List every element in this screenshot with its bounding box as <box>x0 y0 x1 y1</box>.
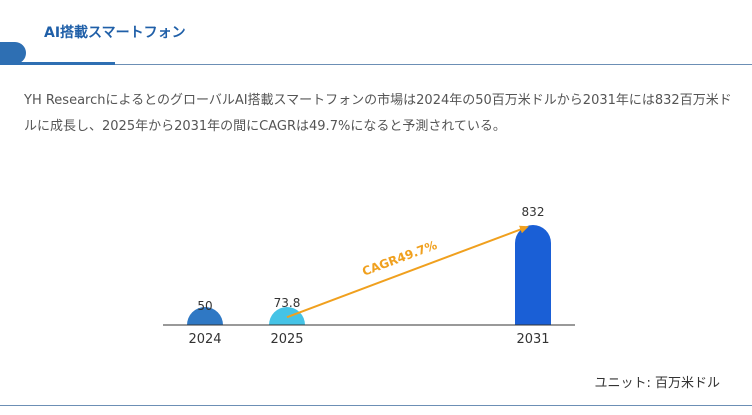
value-label-2025: 73.8 <box>274 296 301 310</box>
category-label-2024: 2024 <box>188 332 221 347</box>
header-rule <box>115 63 752 65</box>
category-label-2025: 2025 <box>270 332 303 347</box>
bar-2031 <box>515 225 551 325</box>
value-label-2024: 50 <box>197 299 212 313</box>
value-label-2031: 832 <box>522 205 545 219</box>
cagr-label: CAGR49.7% <box>360 238 439 279</box>
bar-2025 <box>269 307 305 325</box>
unit-label: ユニット: 百万米ドル <box>594 376 720 391</box>
title-tab-marker <box>0 42 26 64</box>
page-title: AI搭載スマートフォン <box>44 25 186 41</box>
cagr-arrow <box>286 225 529 319</box>
market-description: YH ResearchによるとのグローバルAI搭載スマートフォンの市場は2024… <box>24 93 732 134</box>
category-label-2031: 2031 <box>516 332 549 347</box>
header-rule-accent <box>0 62 115 65</box>
bar-2024 <box>187 307 223 325</box>
header: AI搭載スマートフォン <box>0 0 752 70</box>
footer-rule <box>0 405 752 406</box>
